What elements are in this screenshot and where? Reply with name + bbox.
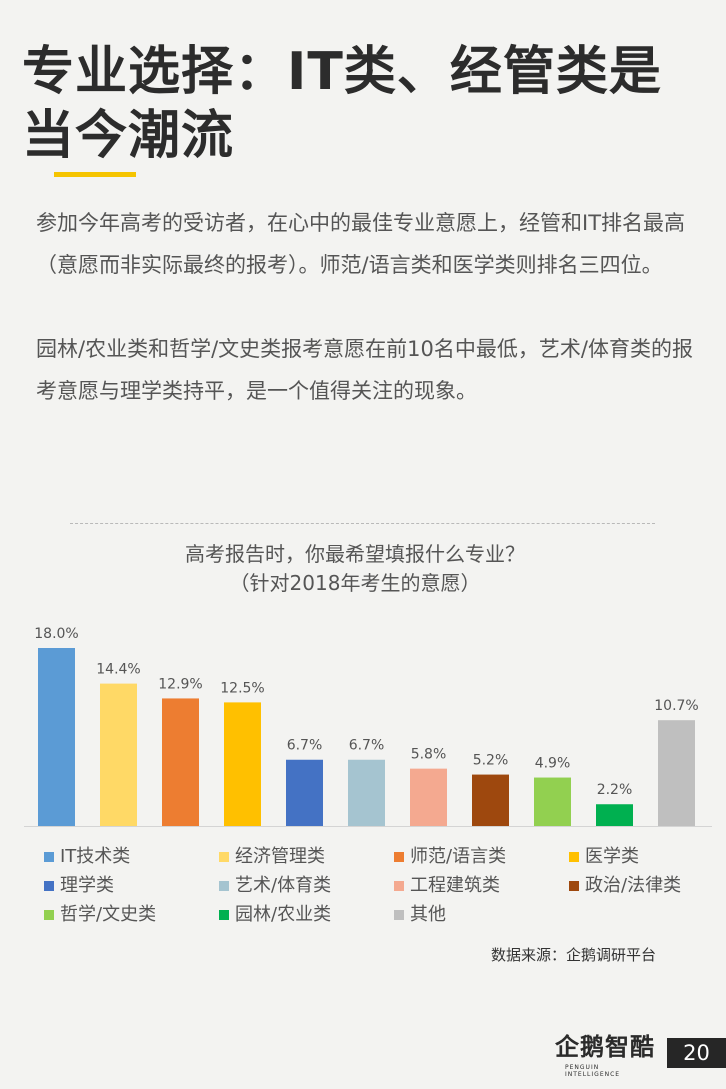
intro-text: 参加今年高考的受访者，在心中的最佳专业意愿上，经管和IT排名最高（意愿而非实际最… (36, 202, 696, 412)
legend-label: 艺术/体育类 (235, 875, 332, 896)
page-title: 专业选择：IT类、经管类是当今潮流 (22, 42, 662, 166)
legend-item: 政治/法律类 (569, 871, 704, 900)
chart-legend: IT技术类 经济管理类 师范/语言类 医学类理学类 艺术/体育类 工程建筑类 政治/法律类哲… (44, 842, 704, 929)
chart-title: 高考报告时，你最希望填报什么专业？ (185, 542, 525, 566)
bar-2 (100, 683, 137, 826)
legend-swatch (569, 851, 579, 862)
legend-swatch (394, 851, 404, 862)
bar-chart: 18.0% 14.4% 12.9% 12.5% 6.7% 6.7% 5.8% 5.2% 4.9%… (24, 626, 712, 827)
chart-subtitle: （针对2018年考生的意愿） (229, 571, 481, 595)
bar-5 (286, 759, 323, 826)
legend-label: 哲学/文史类 (60, 904, 157, 925)
bar-value-label-11: 10.7% (654, 698, 698, 714)
legend-item: 哲学/文史类 (44, 900, 219, 929)
bar-value-label-4: 12.5% (220, 680, 264, 696)
legend-label: 园林/农业类 (235, 904, 332, 925)
legend-item: 师范/语言类 (394, 842, 569, 871)
brand-subtitle: PENGUIN INTELLIGENCE (565, 1064, 621, 1078)
bar-6 (348, 759, 385, 826)
intro-paragraph-2: 园林/农业类和哲学/文史类报考意愿在前10名中最低，艺术/体育类的报考意愿与理学… (36, 337, 693, 403)
bar-4 (224, 702, 261, 826)
chart-title-block: 高考报告时，你最希望填报什么专业？ （针对2018年考生的意愿） (0, 540, 710, 598)
bar-value-label-10: 2.2% (597, 782, 633, 798)
legend-label: 经济管理类 (235, 846, 325, 867)
data-source: 数据来源：企鹅调研平台 (490, 946, 656, 964)
legend-swatch (44, 880, 54, 891)
bar-10 (596, 804, 633, 826)
bar-value-label-8: 5.2% (473, 753, 509, 769)
bar-value-label-6: 6.7% (349, 738, 385, 754)
bar-value-label-5: 6.7% (287, 738, 323, 754)
bar-8 (472, 774, 509, 826)
legend-label: 师范/语言类 (410, 846, 507, 867)
legend-item: 经济管理类 (219, 842, 394, 871)
legend-swatch (44, 851, 54, 862)
legend-swatch (44, 909, 54, 920)
page-number: 20 (667, 1038, 726, 1068)
bar-1 (38, 648, 75, 826)
title-underline (54, 172, 136, 177)
legend-item: 其他 (394, 900, 569, 929)
bar-11 (658, 720, 695, 826)
legend-swatch (394, 880, 404, 891)
legend-label: IT技术类 (60, 846, 131, 867)
bar-value-label-2: 14.4% (96, 662, 140, 678)
legend-label: 工程建筑类 (410, 875, 500, 896)
legend-item: 园林/农业类 (219, 900, 394, 929)
legend-item: 艺术/体育类 (219, 871, 394, 900)
legend-item: 医学类 (569, 842, 704, 871)
legend-item: 工程建筑类 (394, 871, 569, 900)
bar-9 (534, 777, 571, 826)
legend-item: 理学类 (44, 871, 219, 900)
legend-swatch (219, 909, 229, 920)
bar-value-label-3: 12.9% (158, 676, 202, 692)
legend-label: 理学类 (60, 875, 114, 896)
legend-swatch (219, 880, 229, 891)
bar-3 (162, 698, 199, 826)
legend-swatch (569, 880, 579, 891)
legend-label: 医学类 (585, 846, 639, 867)
legend-swatch (219, 851, 229, 862)
brand-logo: 企鹅智酷 PENGUIN INTELLIGENCE (553, 1033, 657, 1078)
bar-7 (410, 768, 447, 826)
dashed-divider (70, 523, 655, 524)
bar-value-label-7: 5.8% (411, 747, 447, 763)
intro-paragraph-1: 参加今年高考的受访者，在心中的最佳专业意愿上，经管和IT排名最高（意愿而非实际最… (36, 211, 686, 277)
bar-value-label-9: 4.9% (535, 756, 571, 772)
legend-item: IT技术类 (44, 842, 219, 871)
bar-value-label-1: 18.0% (34, 626, 78, 642)
legend-label: 其他 (410, 904, 446, 925)
legend-label: 政治/法律类 (585, 875, 682, 896)
legend-swatch (394, 909, 404, 920)
brand-name: 企鹅智酷 (555, 1033, 655, 1061)
